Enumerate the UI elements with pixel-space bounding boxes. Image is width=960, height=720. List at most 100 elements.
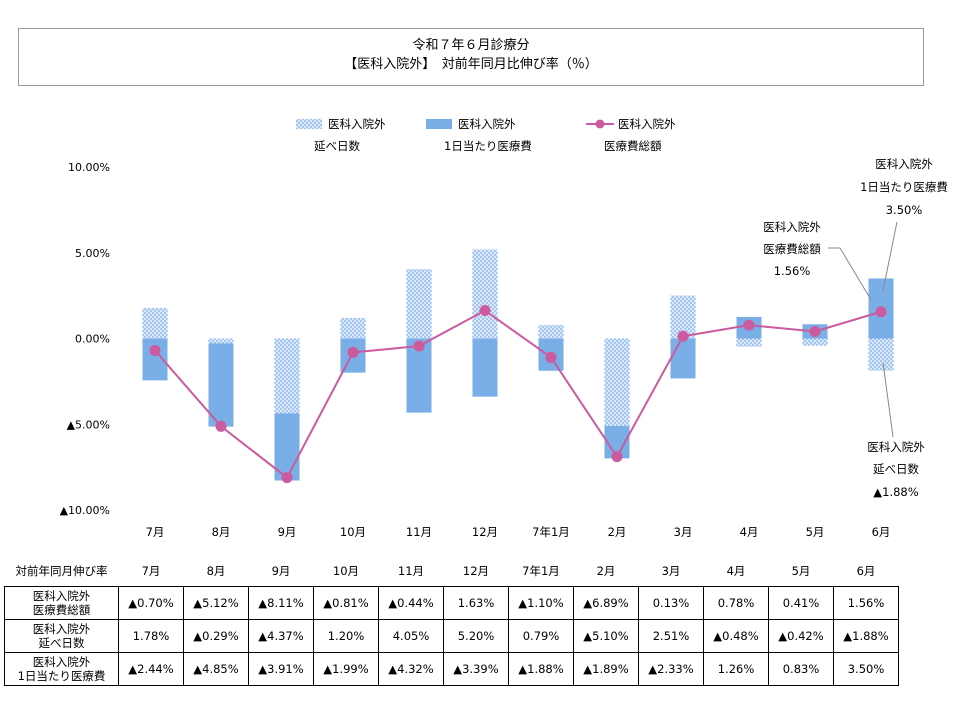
annotation-days-line-2: ▲1.88% xyxy=(873,485,918,499)
x-tick-label-7年1月: 7年1月 xyxy=(532,525,570,539)
table-cell: ▲1.88% xyxy=(508,652,574,686)
table-cell: 0.78% xyxy=(703,586,769,620)
table-cell: 5.20% xyxy=(443,619,509,653)
chart-title-line2: 【医科入院外】 対前年同月比伸び率（％） xyxy=(344,57,598,72)
annotation-total-line-0: 医科入院外 xyxy=(763,220,821,234)
point-total-2月 xyxy=(611,451,623,463)
point-total-7年1月 xyxy=(545,351,557,363)
table-cell: 0.41% xyxy=(768,586,834,620)
legend-swatch-days xyxy=(296,119,322,129)
point-total-8月 xyxy=(215,420,227,432)
x-tick-label-7月: 7月 xyxy=(146,525,165,539)
table-cell: 0.83% xyxy=(768,652,834,686)
table-cell: ▲8.11% xyxy=(248,586,314,620)
table-header-month: 6月 xyxy=(833,556,899,587)
table-cell: ▲5.12% xyxy=(183,586,249,620)
point-total-6月 xyxy=(875,306,887,318)
table-cell: ▲0.29% xyxy=(183,619,249,653)
point-total-5月 xyxy=(809,325,821,337)
x-tick-label-6月: 6月 xyxy=(872,525,891,539)
x-tick-label-3月: 3月 xyxy=(674,525,693,539)
table-row-label: 医科入院外 医療費総額 xyxy=(4,586,119,620)
x-tick-label-8月: 8月 xyxy=(212,525,231,539)
table-cell: ▲0.81% xyxy=(313,586,379,620)
table-header-month: 8月 xyxy=(183,556,249,587)
annotation-total-line-1: 医療費総額 xyxy=(763,242,821,256)
table-cell: 1.63% xyxy=(443,586,509,620)
table-header-month: 3月 xyxy=(638,556,704,587)
bar-days-9月 xyxy=(274,338,300,414)
table-cell: 1.78% xyxy=(118,619,184,653)
table-cell: ▲2.33% xyxy=(638,652,704,686)
table-cell: 4.05% xyxy=(378,619,444,653)
annotations: 医科入院外1日当たり医療費3.50%医科入院外医療費総額1.56%医科入院外延べ… xyxy=(763,157,948,499)
point-total-7月 xyxy=(149,345,161,357)
line-total xyxy=(154,309,882,480)
point-total-10月 xyxy=(347,346,359,358)
legend-label-total-2: 医療費総額 xyxy=(604,139,662,153)
bar-days-2月 xyxy=(604,338,630,426)
bar-days-11月 xyxy=(406,269,432,339)
annotation-days-line-0: 医科入院外 xyxy=(867,440,925,454)
table-header-month: 9月 xyxy=(248,556,314,587)
y-tick-label-2: 0.00% xyxy=(75,333,110,346)
table-cell: 2.51% xyxy=(638,619,704,653)
table-header-label: 対前年同月伸び率 xyxy=(4,556,119,587)
table-header-month: 10月 xyxy=(313,556,379,587)
annotation-perday-line-0: 医科入院外 xyxy=(875,157,933,171)
data-table: 対前年同月伸び率 7月 8月 9月 10月 11月 12月 7年1月 2月 3月 4月 5月 6月 医科入… xyxy=(4,556,899,686)
chart-title-box: 令和７年６月診療分 【医科入院外】 対前年同月比伸び率（％） xyxy=(18,28,924,86)
bar-days-4月 xyxy=(736,338,762,347)
table-cell: ▲4.85% xyxy=(183,652,249,686)
table-cell: 1.56% xyxy=(833,586,899,620)
annotation-total-leader xyxy=(828,247,872,301)
table-cell: ▲1.99% xyxy=(313,652,379,686)
y-tick-label-0: 10.00% xyxy=(68,161,110,174)
bar-perday-3月 xyxy=(670,338,696,379)
table-cell: ▲0.70% xyxy=(118,586,184,620)
y-axis: 10.00% 5.00% 0.00% ▲5.00% ▲10.00% xyxy=(60,161,110,517)
y-tick-label-1: 5.00% xyxy=(75,247,110,260)
table-cell: 1.26% xyxy=(703,652,769,686)
chart-title-line1: 令和７年６月診療分 xyxy=(412,38,530,53)
table-cell: ▲4.32% xyxy=(378,652,444,686)
table-cell: ▲0.44% xyxy=(378,586,444,620)
annotation-perday-leader xyxy=(882,221,898,291)
x-tick-label-9月: 9月 xyxy=(278,525,297,539)
table-cell: ▲1.10% xyxy=(508,586,574,620)
table-row-label: 医科入院外 1日当たり医療費 xyxy=(4,652,119,686)
table-row: 医科入院外 医療費総額 ▲0.70% ▲5.12% ▲8.11% ▲0.81% ▲0.44%… xyxy=(4,586,899,620)
legend-label-perday-2: 1日当たり医療費 xyxy=(444,139,532,153)
bar-days-7年1月 xyxy=(538,324,564,339)
point-total-4月 xyxy=(743,319,755,331)
table-header-month: 7月 xyxy=(118,556,184,587)
bar-perday-9月 xyxy=(274,413,300,481)
legend-swatch-perday xyxy=(426,119,452,129)
table-cell: ▲0.42% xyxy=(768,619,834,653)
legend-label-total-1: 医科入院外 xyxy=(618,117,676,131)
bar-days-7月 xyxy=(142,307,168,339)
table-header-month: 11月 xyxy=(378,556,444,587)
y-tick-label-3: ▲5.00% xyxy=(67,418,110,431)
table-cell: ▲1.88% xyxy=(833,619,899,653)
x-axis: 7月 8月 9月 10月 11月 12月 7年1月 2月 3月 4月 5月 6月 xyxy=(146,525,891,539)
table-header-month: 12月 xyxy=(443,556,509,587)
bar-days-12月 xyxy=(472,249,498,339)
bar-series xyxy=(142,249,894,481)
legend-item-perday: 医科入院外 1日当たり医療費 xyxy=(426,117,532,153)
table-cell: ▲3.91% xyxy=(248,652,314,686)
table-cell: 0.13% xyxy=(638,586,704,620)
legend-swatch-total-marker xyxy=(595,119,605,129)
table-cell: ▲4.37% xyxy=(248,619,314,653)
table-cell: 1.20% xyxy=(313,619,379,653)
bar-perday-8月 xyxy=(208,343,234,427)
bar-days-8月 xyxy=(208,338,234,344)
point-total-9月 xyxy=(281,472,293,484)
table-header-month: 4月 xyxy=(703,556,769,587)
annotation-days-leader xyxy=(882,362,894,438)
